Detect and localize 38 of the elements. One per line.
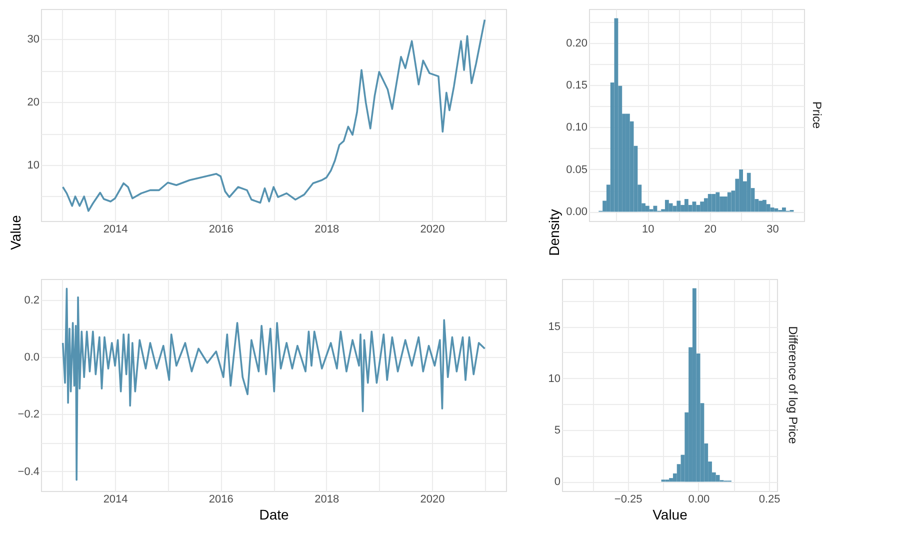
x-axis-title: Date [259,506,289,522]
x-tick-label: 2014 [103,224,128,236]
text: Price [810,101,824,129]
y-tick-label: 20 [27,96,40,109]
y-tick-label: 0.10 [566,122,588,134]
x-tick-label: 0.00 [688,494,710,506]
y-tick-label: 10 [27,160,40,172]
y-tick-label: 15 [548,321,560,334]
y-tick-label: 0.2 [24,294,40,307]
y-tick-label: −0.2 [18,408,40,421]
y-axis-title: Value [7,214,24,250]
x-tick-label: 2018 [314,224,340,236]
x-tick-label: 2020 [420,224,445,236]
x-tick-label: 20 [704,224,717,236]
x-tick-label: 10 [642,224,654,236]
x-axis-title: Value [652,506,688,522]
x-tick-label: 2016 [208,224,234,236]
y-tick-label: 0.00 [566,206,588,218]
x-tick-label: −0.25 [614,494,642,506]
y-tick-label: 30 [27,34,40,46]
y-tick-label: −0.4 [18,466,40,478]
y-axis-title: Density [546,209,562,256]
y-tick-label: 0.05 [566,164,588,176]
y-tick-label: 0.0 [24,352,40,364]
x-tick-label: 2016 [208,494,234,506]
line-series [62,288,486,481]
text: Difference of log Price [786,326,800,444]
y-tick-label: 0.15 [566,80,588,92]
y-tick-label: 0 [554,476,560,488]
y-tick-label: 5 [554,424,560,436]
x-tick-label: 0.25 [758,494,780,506]
x-tick-label: 2018 [314,494,340,506]
x-tick-label: 30 [766,224,779,236]
x-tick-label: 2020 [420,494,445,506]
x-tick-label: 2014 [103,494,128,506]
y-tick-label: 0.20 [566,37,588,50]
y-tick-label: 10 [548,372,560,385]
line-series [62,18,486,212]
